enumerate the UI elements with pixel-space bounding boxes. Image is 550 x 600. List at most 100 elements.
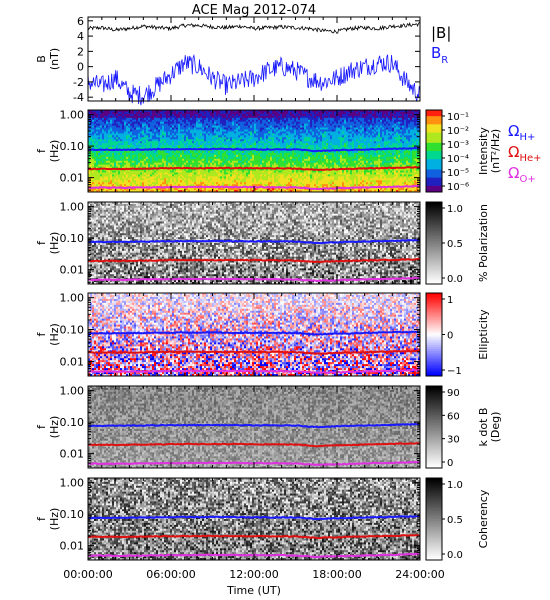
spectrogram-cell: [142, 141, 144, 143]
spectrogram-cell: [332, 137, 334, 139]
spectrogram-cell: [326, 139, 328, 141]
spectrogram-cell: [212, 133, 214, 135]
spectrogram-cell: [268, 124, 270, 126]
spectrogram-cell: [124, 139, 126, 141]
spectrogram-cell: [336, 137, 338, 139]
spectrogram-cell: [406, 139, 408, 141]
spectrogram-cell: [182, 126, 184, 128]
spectrogram-cell: [412, 128, 414, 130]
spectrogram-cell: [294, 130, 296, 132]
spectrogram-cell: [218, 145, 220, 147]
spectrogram-cell: [394, 120, 396, 122]
spectrogram-cell: [250, 143, 252, 145]
spectrogram-cell: [194, 120, 196, 122]
spectrogram-cell: [340, 131, 342, 133]
spectrogram-cell: [194, 131, 196, 133]
spectrogram-cell: [400, 116, 402, 118]
spectrogram-cell: [304, 124, 306, 126]
spectrogram-cell: [160, 126, 162, 128]
spectrogram-cell: [352, 141, 354, 143]
spectrogram-cell: [250, 120, 252, 122]
spectrogram-cell: [232, 139, 234, 141]
spectrogram-cell: [94, 137, 96, 139]
spectrogram-cell: [266, 114, 268, 116]
spectrogram-cell: [222, 126, 224, 128]
spectrogram-cell: [412, 124, 414, 126]
spectrogram-cell: [262, 112, 264, 114]
spectrogram-cell: [178, 139, 180, 141]
spectrogram-cell: [368, 133, 370, 135]
spectrogram-cell: [276, 118, 278, 120]
spectrogram-cell: [264, 122, 266, 124]
spectrogram-cell: [214, 143, 216, 145]
spectrogram-cell: [262, 128, 264, 130]
spectrogram-cell: [320, 131, 322, 133]
spectrogram-cell: [138, 139, 140, 141]
spectrogram-cell: [358, 133, 360, 135]
spectrogram-cell: [240, 137, 242, 139]
spectrogram-cell: [122, 141, 124, 143]
spectrogram-cell: [274, 118, 276, 120]
spectrogram-cell: [206, 130, 208, 132]
spectrogram-cell: [368, 112, 370, 114]
spectrogram-cell: [220, 145, 222, 147]
spectrogram-cell: [332, 128, 334, 130]
spectrogram-cell: [114, 122, 116, 124]
spectrogram-cell: [180, 145, 182, 147]
spectrogram-cell: [196, 139, 198, 141]
spectrogram-cell: [166, 124, 168, 126]
spectrogram-cell: [412, 135, 414, 137]
spectrogram-cell: [280, 130, 282, 132]
spectrogram-cell: [298, 141, 300, 143]
spectrogram-cell: [244, 120, 246, 122]
spectrogram-cell: [346, 131, 348, 133]
spectrogram-cell: [116, 118, 118, 120]
spectrogram-cell: [208, 135, 210, 137]
spectrogram-cell: [196, 120, 198, 122]
spectrogram-cell: [176, 141, 178, 143]
spectrogram-cell: [398, 114, 400, 116]
spectrogram-cell: [298, 133, 300, 135]
spectrogram-cell: [194, 145, 196, 147]
spectrogram-cell: [168, 131, 170, 133]
spectrogram-cell: [400, 141, 402, 143]
spectrogram-cell: [226, 120, 228, 122]
spectrogram-cell: [218, 112, 220, 114]
spectrogram-cell: [222, 133, 224, 135]
spectrogram-cell: [244, 133, 246, 135]
spectrogram-cell: [164, 118, 166, 120]
spectrogram-cell: [222, 141, 224, 143]
spectrogram-cell: [404, 133, 406, 135]
spectrogram-cell: [276, 126, 278, 128]
spectrogram-cell: [272, 126, 274, 128]
spectrogram-cell: [338, 122, 340, 124]
spectrogram-cell: [206, 135, 208, 137]
spectrogram-cell: [272, 130, 274, 132]
spectrogram-cell: [130, 122, 132, 124]
spectrogram-cell: [174, 112, 176, 114]
spectrogram-cell: [350, 139, 352, 141]
spectrogram-cell: [222, 128, 224, 130]
spectrogram-cell: [150, 130, 152, 132]
spectrogram-cell: [352, 128, 354, 130]
spectrogram-cell: [340, 143, 342, 145]
spectrogram-cell: [362, 126, 364, 128]
spectrogram-cell: [402, 118, 404, 120]
spectrogram-cell: [354, 143, 356, 145]
spectrogram-cell: [210, 112, 212, 114]
spectrogram-cell: [336, 122, 338, 124]
spectrogram-cell: [172, 128, 174, 130]
spectrogram-cell: [316, 118, 318, 120]
spectrogram-cell: [314, 118, 316, 120]
spectrogram-cell: [216, 135, 218, 137]
spectrogram-cell: [144, 126, 146, 128]
spectrogram-cell: [174, 145, 176, 147]
spectrogram-cell: [148, 139, 150, 141]
spectrogram-cell: [162, 145, 164, 147]
spectrogram-cell: [116, 145, 118, 147]
spectrogram-cell: [408, 126, 410, 128]
spectrogram-cell: [134, 143, 136, 145]
spectrogram-cell: [142, 116, 144, 118]
spectrogram-cell: [408, 118, 410, 120]
